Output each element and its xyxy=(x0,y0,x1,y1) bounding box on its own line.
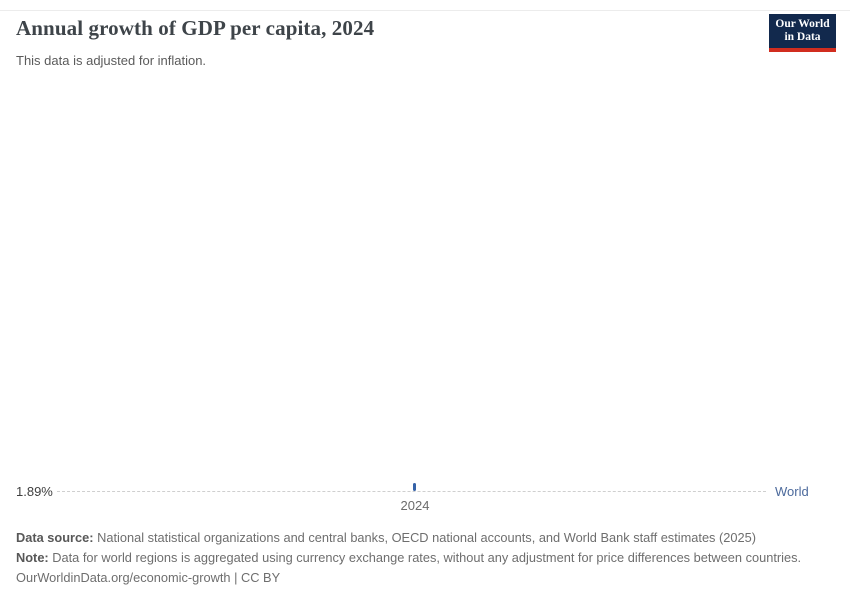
x-axis-tick-2024: 2024 xyxy=(400,498,430,513)
data-source-line: Data source: National statistical organi… xyxy=(16,528,836,548)
license-line: OurWorldinData.org/economic-growth | CC … xyxy=(16,568,836,588)
note-text: Data for world regions is aggregated usi… xyxy=(48,550,802,565)
value-axis-label: 1.89% xyxy=(16,484,53,499)
chart-footer: Data source: National statistical organi… xyxy=(16,528,836,588)
owid-logo[interactable]: Our World in Data xyxy=(769,14,836,52)
owid-logo-line1: Our World xyxy=(775,18,830,30)
series-label-world[interactable]: World xyxy=(775,484,809,499)
owid-logo-line2: in Data xyxy=(784,31,821,43)
top-divider xyxy=(0,10,850,11)
data-source-text: National statistical organizations and c… xyxy=(93,530,757,545)
data-point-world-2024[interactable] xyxy=(413,483,416,491)
note-label: Note: xyxy=(16,550,49,565)
gridline-dashed xyxy=(57,491,766,492)
note-line: Note: Data for world regions is aggregat… xyxy=(16,548,836,568)
chart-subtitle: This data is adjusted for inflation. xyxy=(16,53,207,68)
data-source-label: Data source: xyxy=(16,530,94,545)
owid-license-link[interactable]: OurWorldinData.org/economic-growth | CC … xyxy=(16,570,281,585)
chart-title: Annual growth of GDP per capita, 2024 xyxy=(16,16,375,40)
